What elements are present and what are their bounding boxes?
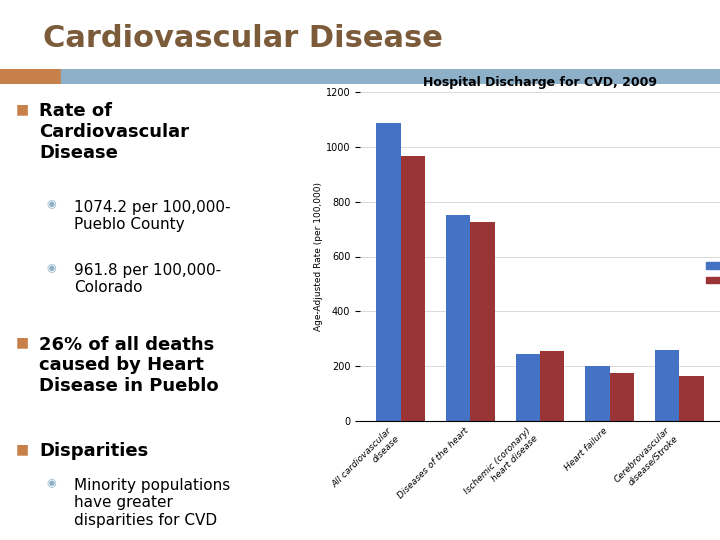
- Text: ■: ■: [16, 335, 29, 349]
- Text: ◉: ◉: [47, 478, 56, 488]
- Bar: [679, 376, 703, 421]
- Text: Minority populations
have greater
disparities for CVD: Minority populations have greater dispar…: [74, 478, 230, 528]
- Bar: [540, 351, 564, 421]
- Y-axis label: Age-Adjusted Rate (per 100,000): Age-Adjusted Rate (per 100,000): [314, 182, 323, 331]
- Bar: [470, 222, 495, 421]
- Bar: [610, 373, 634, 421]
- Title: Hospital Discharge for CVD, 2009: Hospital Discharge for CVD, 2009: [423, 76, 657, 89]
- Bar: [446, 215, 470, 421]
- Text: 1074.2 per 100,000-
Pueblo County: 1074.2 per 100,000- Pueblo County: [74, 200, 230, 232]
- Text: ■: ■: [16, 442, 29, 456]
- Text: 961.8 per 100,000-
Colorado: 961.8 per 100,000- Colorado: [74, 263, 221, 295]
- Bar: [516, 354, 540, 421]
- Text: Cardiovascular Disease: Cardiovascular Disease: [43, 24, 443, 53]
- Bar: [585, 366, 610, 421]
- Text: 26% of all deaths
caused by Heart
Disease in Pueblo: 26% of all deaths caused by Heart Diseas…: [39, 335, 218, 395]
- Text: Disparities: Disparities: [39, 442, 148, 461]
- Bar: [401, 156, 425, 421]
- Text: ◉: ◉: [47, 263, 56, 273]
- Text: Rate of
Cardiovascular
Disease: Rate of Cardiovascular Disease: [39, 102, 189, 161]
- Text: ■: ■: [16, 102, 29, 116]
- Bar: [655, 350, 679, 421]
- Legend: Pueblo, Colorado: Pueblo, Colorado: [702, 256, 720, 289]
- Text: ◉: ◉: [47, 200, 56, 210]
- Bar: [0, 69, 61, 84]
- Bar: [377, 123, 401, 421]
